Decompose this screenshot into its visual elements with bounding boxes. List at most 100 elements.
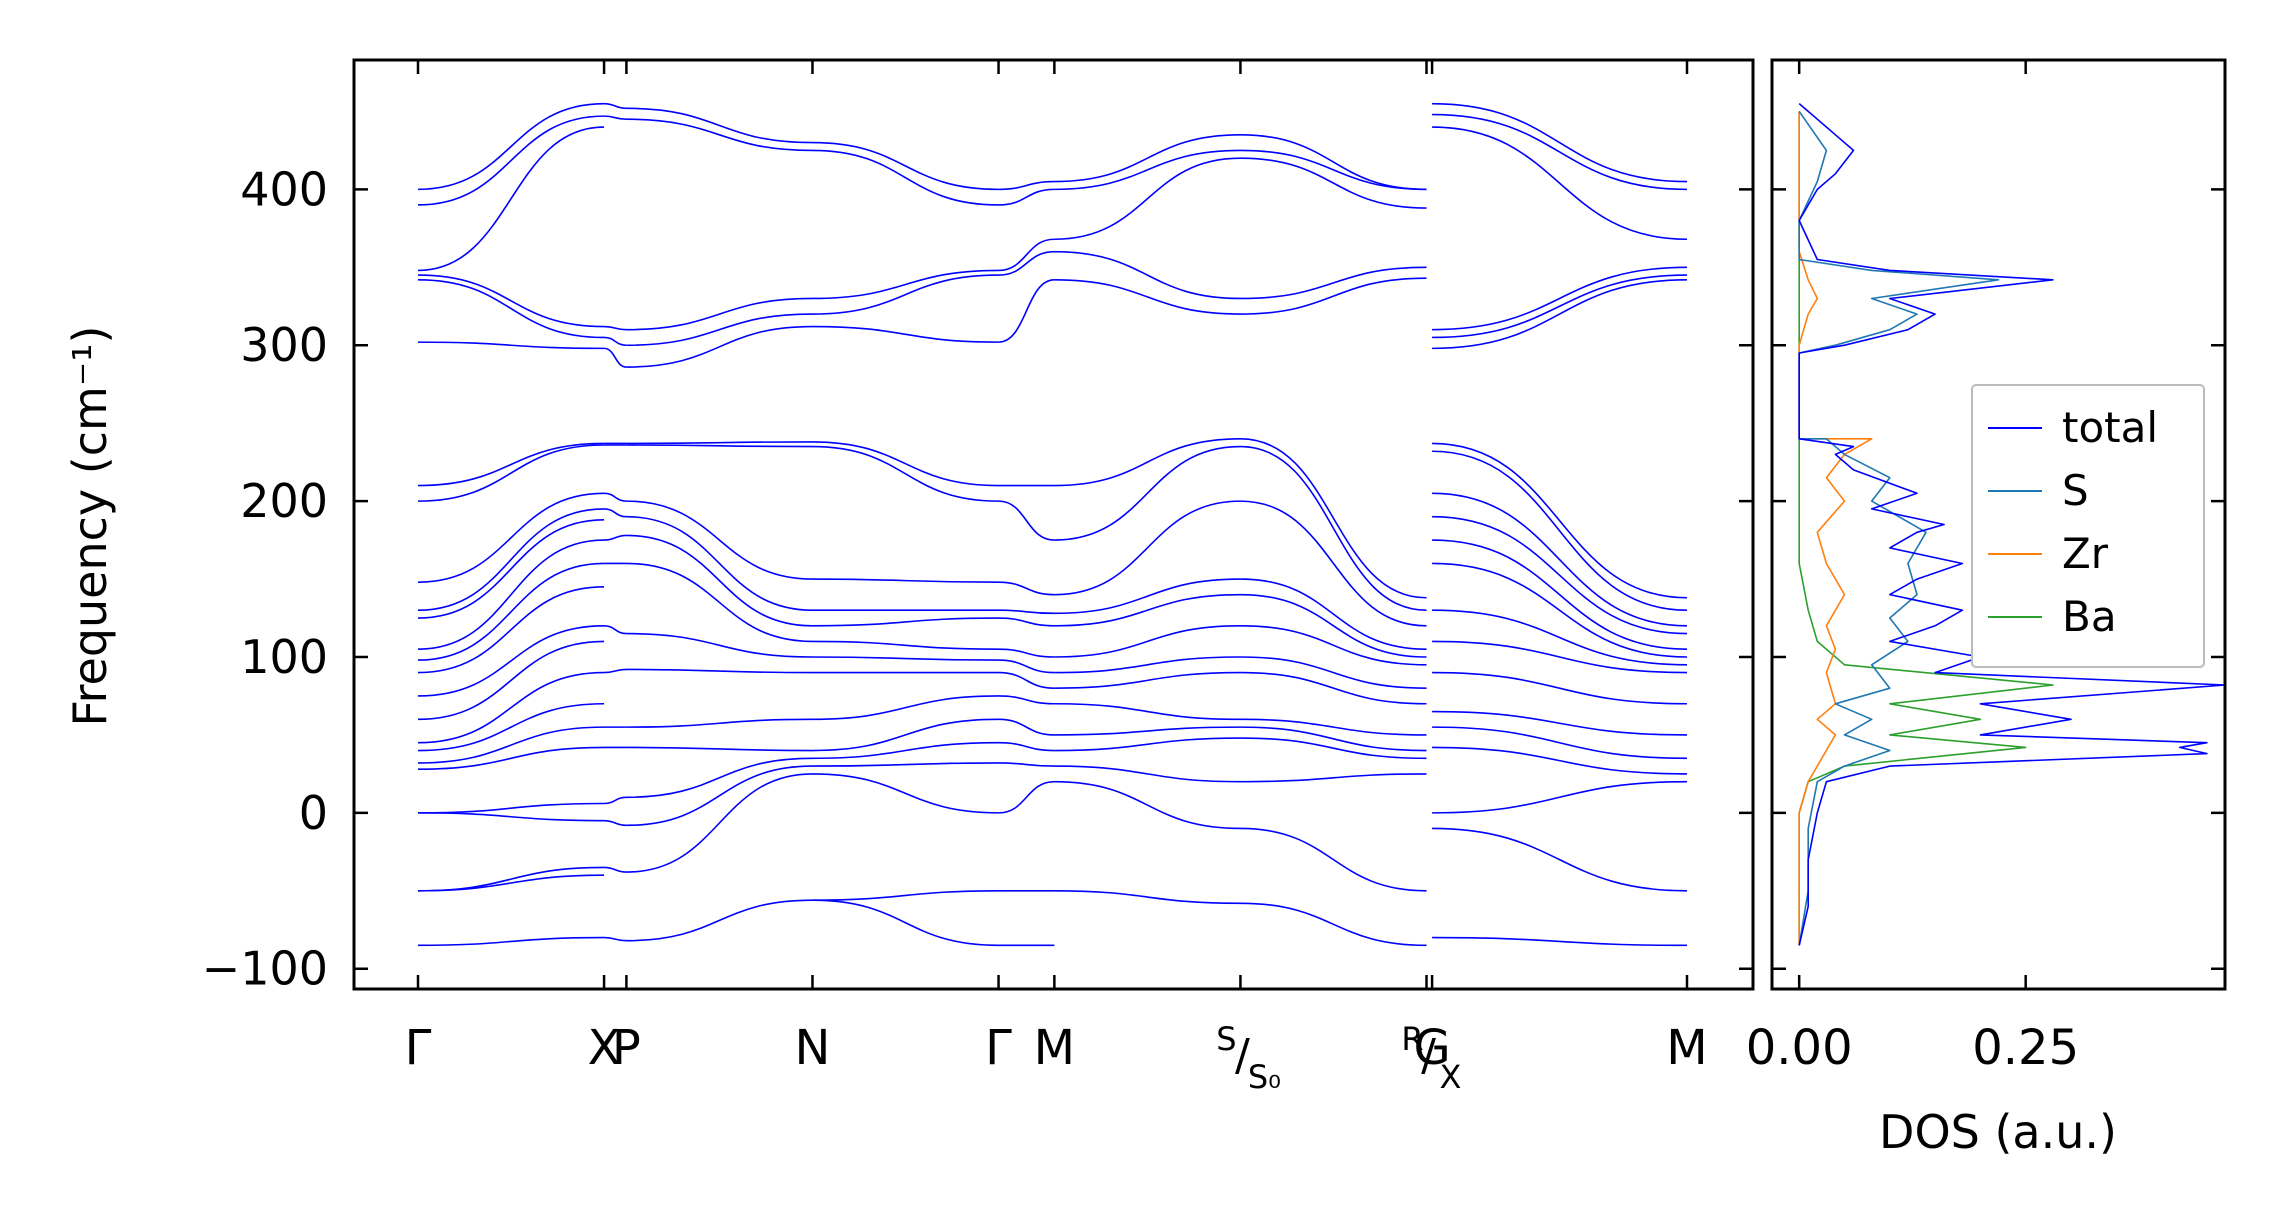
band-line [604,508,627,518]
band-line [417,812,605,822]
dos-x-tick-label: 0.25 [1972,1020,2079,1076]
band-line [417,702,605,752]
band-line [604,866,627,873]
dos-axes-frame [1770,58,2227,991]
band-line [1240,718,1427,736]
band-line [998,741,1055,752]
svg-text:/: / [1421,1030,1436,1081]
dos-lines [1798,102,2226,946]
band-x-tick-label: G [1413,1020,1450,1076]
band-line [1432,562,1688,658]
band-line [417,874,605,892]
band-line [998,659,1055,674]
band-line [998,180,1055,191]
band-x-tick-label: P [612,1020,641,1076]
band-line [604,625,627,635]
band-line [417,444,605,502]
band-line [1432,492,1688,627]
band-line [1054,671,1241,689]
band-line [812,441,999,487]
dos-line-total [1798,102,2226,946]
band-line [1054,726,1241,736]
band-line [604,102,627,110]
band-line [1054,625,1241,658]
band-line [812,149,999,206]
band-line [626,515,813,612]
band-line [1240,737,1427,760]
svg-text:S: S [1216,1020,1236,1058]
band-line [1240,445,1427,612]
band-line [626,313,813,347]
band-line [1432,113,1688,191]
band-line [1240,902,1427,947]
band-line [1432,102,1688,183]
band-line [1432,746,1688,775]
band-line [1054,250,1241,300]
band-line [417,492,605,583]
band-line [1432,539,1688,650]
band-line [417,274,605,328]
band-line [812,656,999,661]
dos-line-ba [1798,111,2054,946]
band-line [604,534,627,541]
band-line [626,757,813,799]
band-axes-frame [352,58,1755,991]
svg-text:/: / [1235,1030,1250,1081]
band-x-tick-label: Γ [985,1020,1012,1076]
legend-label: total [2062,403,2158,452]
band-line [417,278,605,339]
band-line [1432,274,1688,339]
band-y-tick-label: 0 [299,786,328,840]
band-line [626,500,813,580]
band-line [604,796,627,805]
band-line [604,819,627,827]
band-line [1432,609,1688,666]
band-line [417,640,605,721]
band-line [417,586,605,674]
band-line [998,695,1055,705]
band-y-ticks: −100 0 100 200 300 400 [202,162,2225,996]
band-line [417,126,605,272]
legend-label: Zr [2062,529,2109,578]
band-line [417,562,605,661]
dos-x-ticks: 0.00 0.25 [1746,60,2079,1076]
band-line [1054,780,1241,830]
band-line [1054,134,1241,183]
band-line [1054,593,1241,627]
band-line [1054,157,1241,241]
band-line [626,899,813,942]
band-line [1240,134,1427,191]
band-line [604,325,627,331]
band-line [1240,437,1427,599]
band-y-tick-label: −100 [202,942,328,996]
band-line [998,718,1055,736]
band-line [417,936,605,947]
band-line [626,444,813,448]
band-y-tick-label: 400 [240,162,328,216]
band-x-tick-label: N [795,1020,831,1076]
band-line [417,519,605,619]
band-line [1240,827,1427,892]
band-line [626,534,813,627]
band-line [1240,726,1427,752]
band-line [812,617,999,627]
legend-frame [1971,384,2205,668]
band-line [812,274,999,315]
band-line [417,802,605,814]
band-line [1240,277,1427,315]
band-line [1240,625,1427,666]
band-line [604,936,627,942]
band-line [812,578,999,583]
band-line [417,115,605,206]
band-line [1432,278,1688,350]
band-line [1240,149,1427,191]
svg-text:X: X [1440,1058,1462,1096]
band-line [1432,780,1688,814]
band-line [1054,737,1241,752]
band-line [812,773,999,814]
band-line [998,609,1055,615]
band-line [1054,890,1241,905]
band-line [417,726,605,764]
band-line [417,341,605,350]
band-line [626,668,813,674]
